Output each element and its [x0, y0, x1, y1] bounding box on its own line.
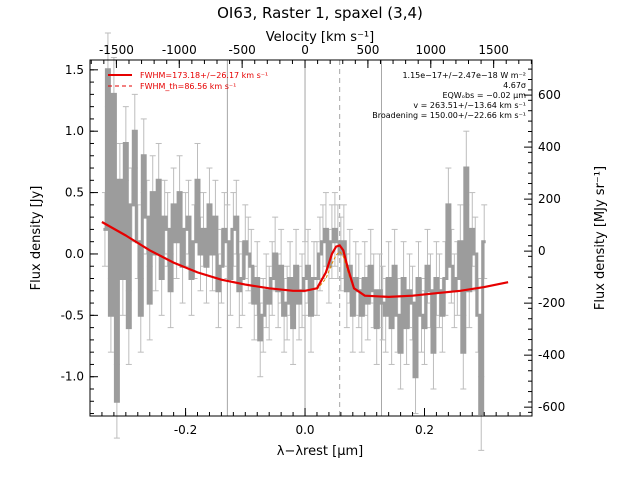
top-tick-label: 0: [301, 43, 309, 57]
chart-title: OI63, Raster 1, spaxel (3,4): [217, 4, 423, 22]
annotation-1: 4.67σ: [503, 81, 526, 90]
y-tick-label: 0.0: [65, 247, 84, 261]
top-tick-label: 1000: [416, 43, 447, 57]
series-layer: [101, 68, 509, 415]
annotation-2: EQWₒbs = −0.02 μm: [442, 91, 526, 100]
legend-label-0: FWHM=173.18+/−26.17 km s⁻¹: [140, 71, 268, 80]
right-axis-label: Flux density [MJy sr⁻¹]: [593, 166, 608, 310]
y-tick-label: 1.0: [65, 124, 84, 138]
right-tick-label: -600: [538, 400, 565, 414]
plot-frame: [89, 59, 533, 417]
right-tick-label: 600: [538, 88, 561, 102]
annotation-3: v = 263.51+/−13.64 km s⁻¹: [413, 101, 526, 110]
top-axis-label: Velocity [km s⁻¹]: [266, 30, 374, 45]
top-tick-label: -1000: [162, 43, 197, 57]
top-tick-label: -500: [229, 43, 256, 57]
annotation-0: 1.15e−17+/−2.47e−18 W m⁻²: [402, 71, 526, 80]
right-tick-label: 200: [538, 192, 561, 206]
right-tick-label: 0: [538, 244, 546, 258]
annotation-4: Broadening = 150.00+/−22.66 km s⁻¹: [372, 111, 526, 120]
y-tick-label: -1.0: [61, 370, 84, 384]
y-tick-label: 0.5: [65, 186, 84, 200]
reference-lines: [226, 60, 382, 416]
right-tick-label: 400: [538, 140, 561, 154]
right-tick-label: -400: [538, 348, 565, 362]
data-series-line: [103, 68, 486, 415]
y-tick-label: -0.5: [61, 308, 84, 322]
top-tick-label: 500: [356, 43, 379, 57]
top-tick-label: 1500: [478, 43, 509, 57]
axes: -0.2 0.0 0.2 -1500 -1000 -500 0 500 1000 1500 -1.0…: [61, 43, 566, 437]
total-fit-line: [101, 221, 509, 299]
x-tick-label: 0.2: [415, 423, 434, 437]
y-axis-label: Flux density [Jy]: [29, 186, 44, 291]
right-tick-label: -200: [538, 296, 565, 310]
legend: FWHM=173.18+/−26.17 km s⁻¹ FWHM_th=86.56 …: [108, 71, 268, 91]
x-axis-label: λ−λrest [μm]: [277, 444, 363, 459]
x-tick-label: 0.0: [295, 423, 314, 437]
y-tick-label: 1.5: [65, 63, 84, 77]
x-tick-label: -0.2: [174, 423, 197, 437]
legend-label-1: FWHM_th=86.56 km s⁻¹: [140, 82, 236, 91]
top-tick-label: -1500: [99, 43, 134, 57]
gaussian-component-line: [316, 250, 355, 290]
